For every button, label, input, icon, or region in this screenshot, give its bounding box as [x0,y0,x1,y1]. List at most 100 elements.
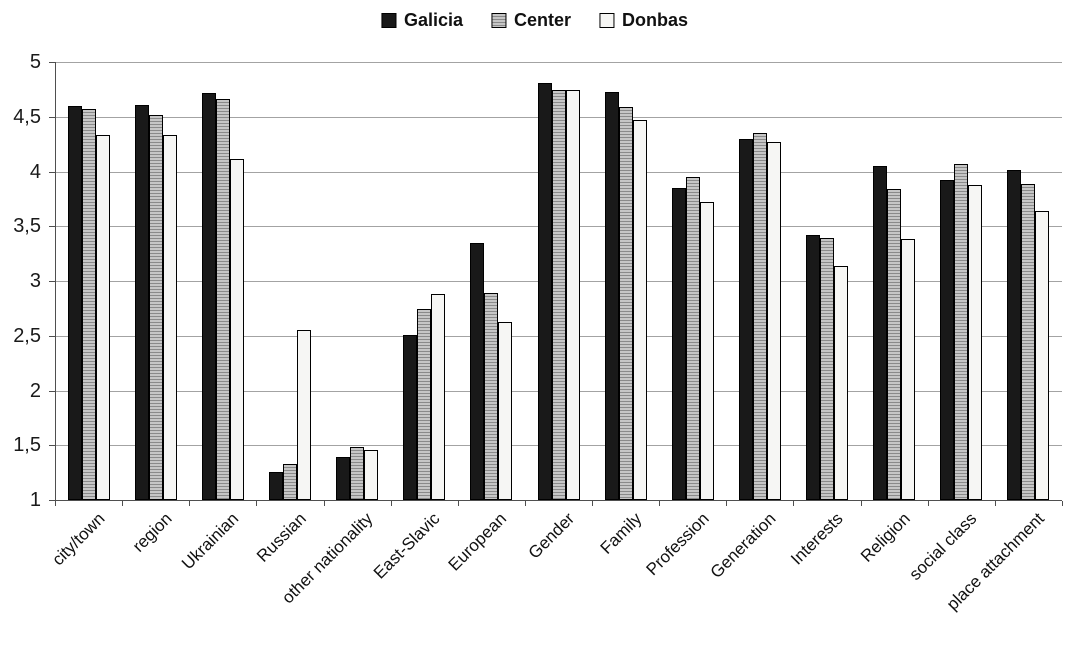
bar [753,133,767,500]
bar [552,90,566,500]
y-axis-tick-label: 2,5 [13,325,41,347]
y-tick [49,62,55,63]
x-tick [122,501,123,506]
bar [364,450,378,500]
bar [470,243,484,500]
gridline [55,62,1062,63]
x-tick [1062,501,1063,506]
bar [605,92,619,500]
bar [96,135,110,500]
x-axis-category-label: Russian [252,509,310,566]
legend-item-galicia: Galicia [380,10,464,31]
x-tick [256,501,257,506]
legend-label-galicia: Galicia [403,10,464,30]
x-tick [726,501,727,506]
x-tick [525,501,526,506]
bar [1007,170,1021,500]
x-tick [659,501,660,506]
y-axis-tick-label: 4 [29,161,41,183]
y-tick [49,445,55,446]
y-axis-tick-label: 3 [29,270,41,292]
bar [350,447,364,500]
bar [216,99,230,500]
bar [968,185,982,500]
legend-item-center: Center [491,10,571,31]
bar [739,139,753,500]
y-tick [49,500,55,501]
bar [163,135,177,500]
y-tick [49,391,55,392]
y-axis-tick-label: 2 [29,380,41,402]
bar [672,188,686,500]
bar [230,159,244,500]
x-tick [189,501,190,506]
x-axis-category-label: Gender [524,509,579,563]
bar [538,83,552,500]
y-tick [49,281,55,282]
bar [1035,211,1049,500]
bar [149,115,163,500]
x-axis-category-label: Ukrainian [178,509,243,574]
x-axis-category-label: Family [596,509,646,558]
bar [403,335,417,500]
x-tick [928,501,929,506]
bar [619,107,633,500]
bar [269,472,283,500]
bar [633,120,647,500]
bar [336,457,350,500]
y-axis-tick-label: 1,5 [13,434,41,456]
bar [806,235,820,500]
x-tick [861,501,862,506]
x-axis-category-label: Interests [786,509,847,569]
x-axis [55,500,1062,501]
y-tick [49,336,55,337]
bar [1021,184,1035,500]
x-axis-category-label: region [128,509,176,556]
bar [954,164,968,500]
legend-swatch-center [491,13,507,28]
bar [431,294,445,500]
x-axis-category-label: Profession [642,509,713,580]
bar [202,93,216,500]
bar [498,322,512,500]
bar [68,106,82,500]
x-tick [324,501,325,506]
x-tick [55,501,56,506]
bar [873,166,887,500]
chart-legend: Galicia Center Donbas [380,10,688,31]
x-tick [995,501,996,506]
y-tick [49,172,55,173]
y-axis-tick-label: 4,5 [13,106,41,128]
bar [887,189,901,500]
bar [686,177,700,500]
x-tick [458,501,459,506]
legend-swatch-donbas [599,13,615,28]
bar [297,330,311,500]
x-axis-category-label: East-Slavic [369,509,444,583]
bar [834,266,848,500]
bar [700,202,714,500]
bar [767,142,781,500]
x-tick [793,501,794,506]
bar [940,180,954,500]
x-axis-category-label: European [444,509,511,575]
legend-item-donbas: Donbas [599,10,688,31]
bar [484,293,498,500]
y-axis-tick-label: 5 [29,51,41,73]
legend-swatch-galicia [380,13,396,28]
x-axis-category-label: Generation [706,509,780,582]
y-tick [49,117,55,118]
y-axis-tick-label: 1 [29,489,41,511]
legend-label-center: Center [514,10,572,30]
x-axis-category-label: Religion [856,509,914,566]
bar [820,238,834,500]
bar [135,105,149,500]
bar [901,239,915,500]
legend-label-donbas: Donbas [622,10,689,30]
bar [417,309,431,500]
bar [82,109,96,500]
x-axis-category-label: city/town [48,509,109,570]
y-axis-tick-label: 3,5 [13,215,41,237]
bar [566,90,580,500]
